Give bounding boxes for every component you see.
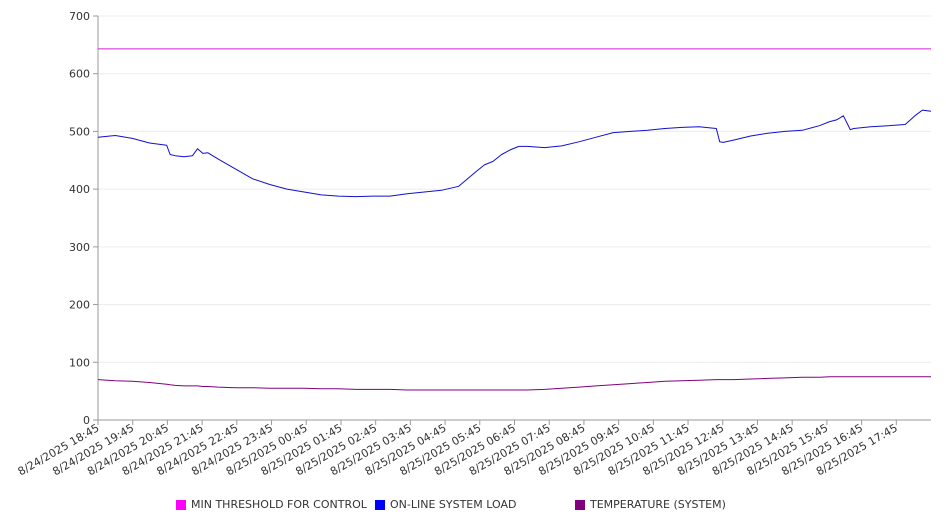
series-line-system-load (97, 109, 932, 198)
legend-label-min-threshold: MIN THRESHOLD FOR CONTROL (191, 498, 367, 511)
legend-swatch-system-load (375, 499, 385, 510)
legend-item-min-threshold[interactable]: MIN THRESHOLD FOR CONTROL (176, 498, 367, 511)
y-tick-label: 300 (69, 241, 90, 254)
axes (93, 15, 931, 425)
y-tick-label: 200 (69, 299, 90, 312)
legend-item-system-load[interactable]: ON-LINE SYSTEM LOAD (375, 498, 516, 511)
series-line-temperature (97, 376, 931, 391)
y-tick-label: 600 (69, 68, 90, 81)
y-tick-label: 400 (69, 183, 90, 196)
gridlines (98, 15, 931, 363)
y-tick-label: 100 (69, 356, 90, 369)
y-tick-labels: 0 100 200 300 400 500 600 700 (69, 10, 90, 427)
y-tick-label: 0 (83, 414, 90, 427)
y-tick-label: 700 (69, 10, 90, 23)
legend: MIN THRESHOLD FOR CONTROL ON-LINE SYSTEM… (0, 498, 946, 516)
legend-swatch-temperature (575, 499, 585, 510)
series-lines (97, 48, 932, 391)
legend-label-temperature: TEMPERATURE (SYSTEM) (590, 498, 726, 511)
legend-item-temperature[interactable]: TEMPERATURE (SYSTEM) (575, 498, 726, 511)
x-tick-labels: 8/24/2025 18:458/24/2025 19:458/24/2025 … (16, 421, 900, 478)
legend-label-system-load: ON-LINE SYSTEM LOAD (390, 498, 517, 511)
y-tick-label: 500 (69, 125, 90, 138)
legend-swatch-min-threshold (176, 499, 186, 510)
